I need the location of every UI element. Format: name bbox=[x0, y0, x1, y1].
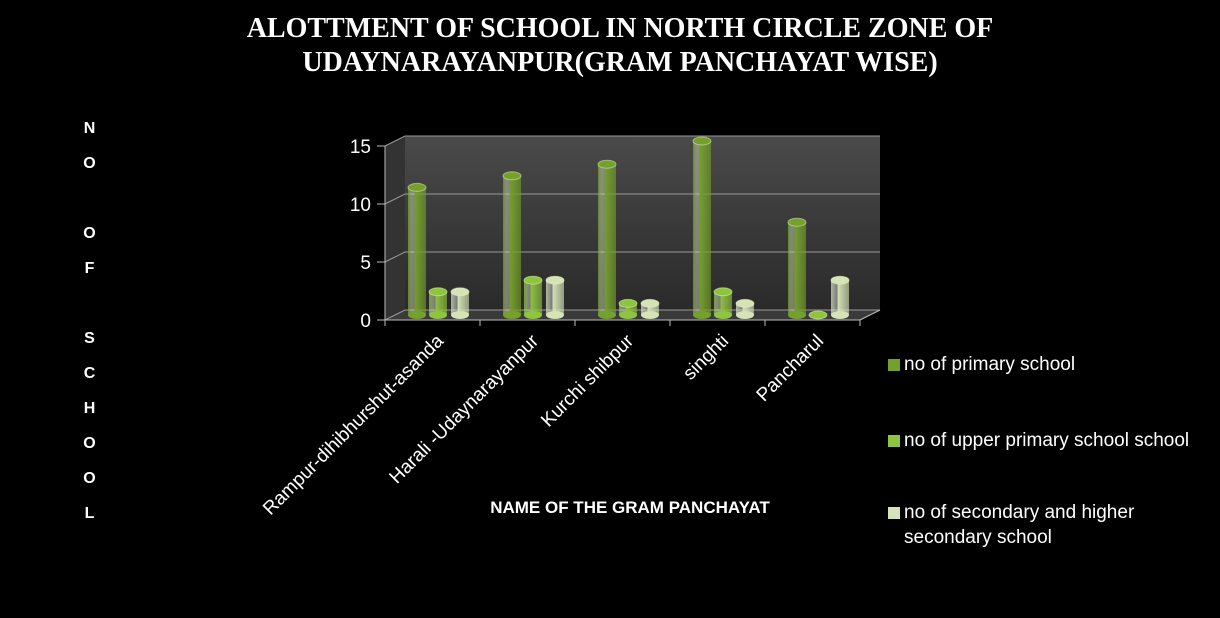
side-wall bbox=[385, 136, 405, 320]
x-tick-label: singhti bbox=[679, 331, 733, 385]
back-wall bbox=[405, 136, 880, 310]
legend-entry: no of upper primary school school bbox=[888, 428, 1218, 453]
legend-label: no of secondary and higher secondary sch… bbox=[904, 502, 1135, 548]
legend-label: no of upper primary school school bbox=[904, 430, 1190, 451]
x-tick-label: Kurchi shibpur bbox=[537, 330, 638, 431]
legend-entry: no of secondary and higher secondary sch… bbox=[888, 500, 1218, 550]
y-tick-label: 5 bbox=[360, 253, 371, 274]
y-axis-label: NO OF SCHOOL bbox=[81, 120, 98, 540]
bar bbox=[618, 298, 638, 319]
legend-swatch bbox=[888, 359, 900, 371]
bar bbox=[428, 287, 448, 319]
legend-label: no of primary school bbox=[904, 354, 1076, 375]
bar bbox=[830, 275, 850, 319]
bar bbox=[523, 275, 543, 319]
x-axis-back bbox=[859, 309, 881, 321]
bar bbox=[808, 310, 828, 320]
bar bbox=[692, 136, 712, 319]
y-tick-label: 0 bbox=[360, 311, 371, 332]
x-tick-label: Rampur-dihibhurshut-asanda bbox=[259, 330, 448, 519]
x-tick-label: Pancharul bbox=[753, 331, 828, 406]
grid-line bbox=[384, 193, 880, 205]
legend-entry: no of primary school bbox=[888, 352, 1218, 377]
bar bbox=[502, 171, 522, 319]
bar bbox=[735, 298, 755, 319]
grid-line bbox=[384, 135, 880, 147]
legend-swatch bbox=[888, 435, 900, 447]
bar bbox=[597, 159, 617, 319]
bar bbox=[450, 287, 470, 319]
chart-title: ALOTTMENT OF SCHOOL IN NORTH CIRCLE ZONE… bbox=[246, 13, 994, 78]
bar bbox=[713, 287, 733, 319]
grid-line bbox=[384, 251, 880, 263]
bar bbox=[407, 182, 427, 319]
bar bbox=[640, 298, 660, 319]
y-tick-label: 15 bbox=[350, 137, 371, 158]
y-tick-label: 10 bbox=[350, 195, 371, 216]
bar bbox=[545, 275, 565, 319]
legend-swatch bbox=[888, 507, 900, 519]
x-axis-label: NAME OF THE GRAM PANCHAYAT bbox=[490, 498, 770, 517]
bar bbox=[787, 217, 807, 319]
